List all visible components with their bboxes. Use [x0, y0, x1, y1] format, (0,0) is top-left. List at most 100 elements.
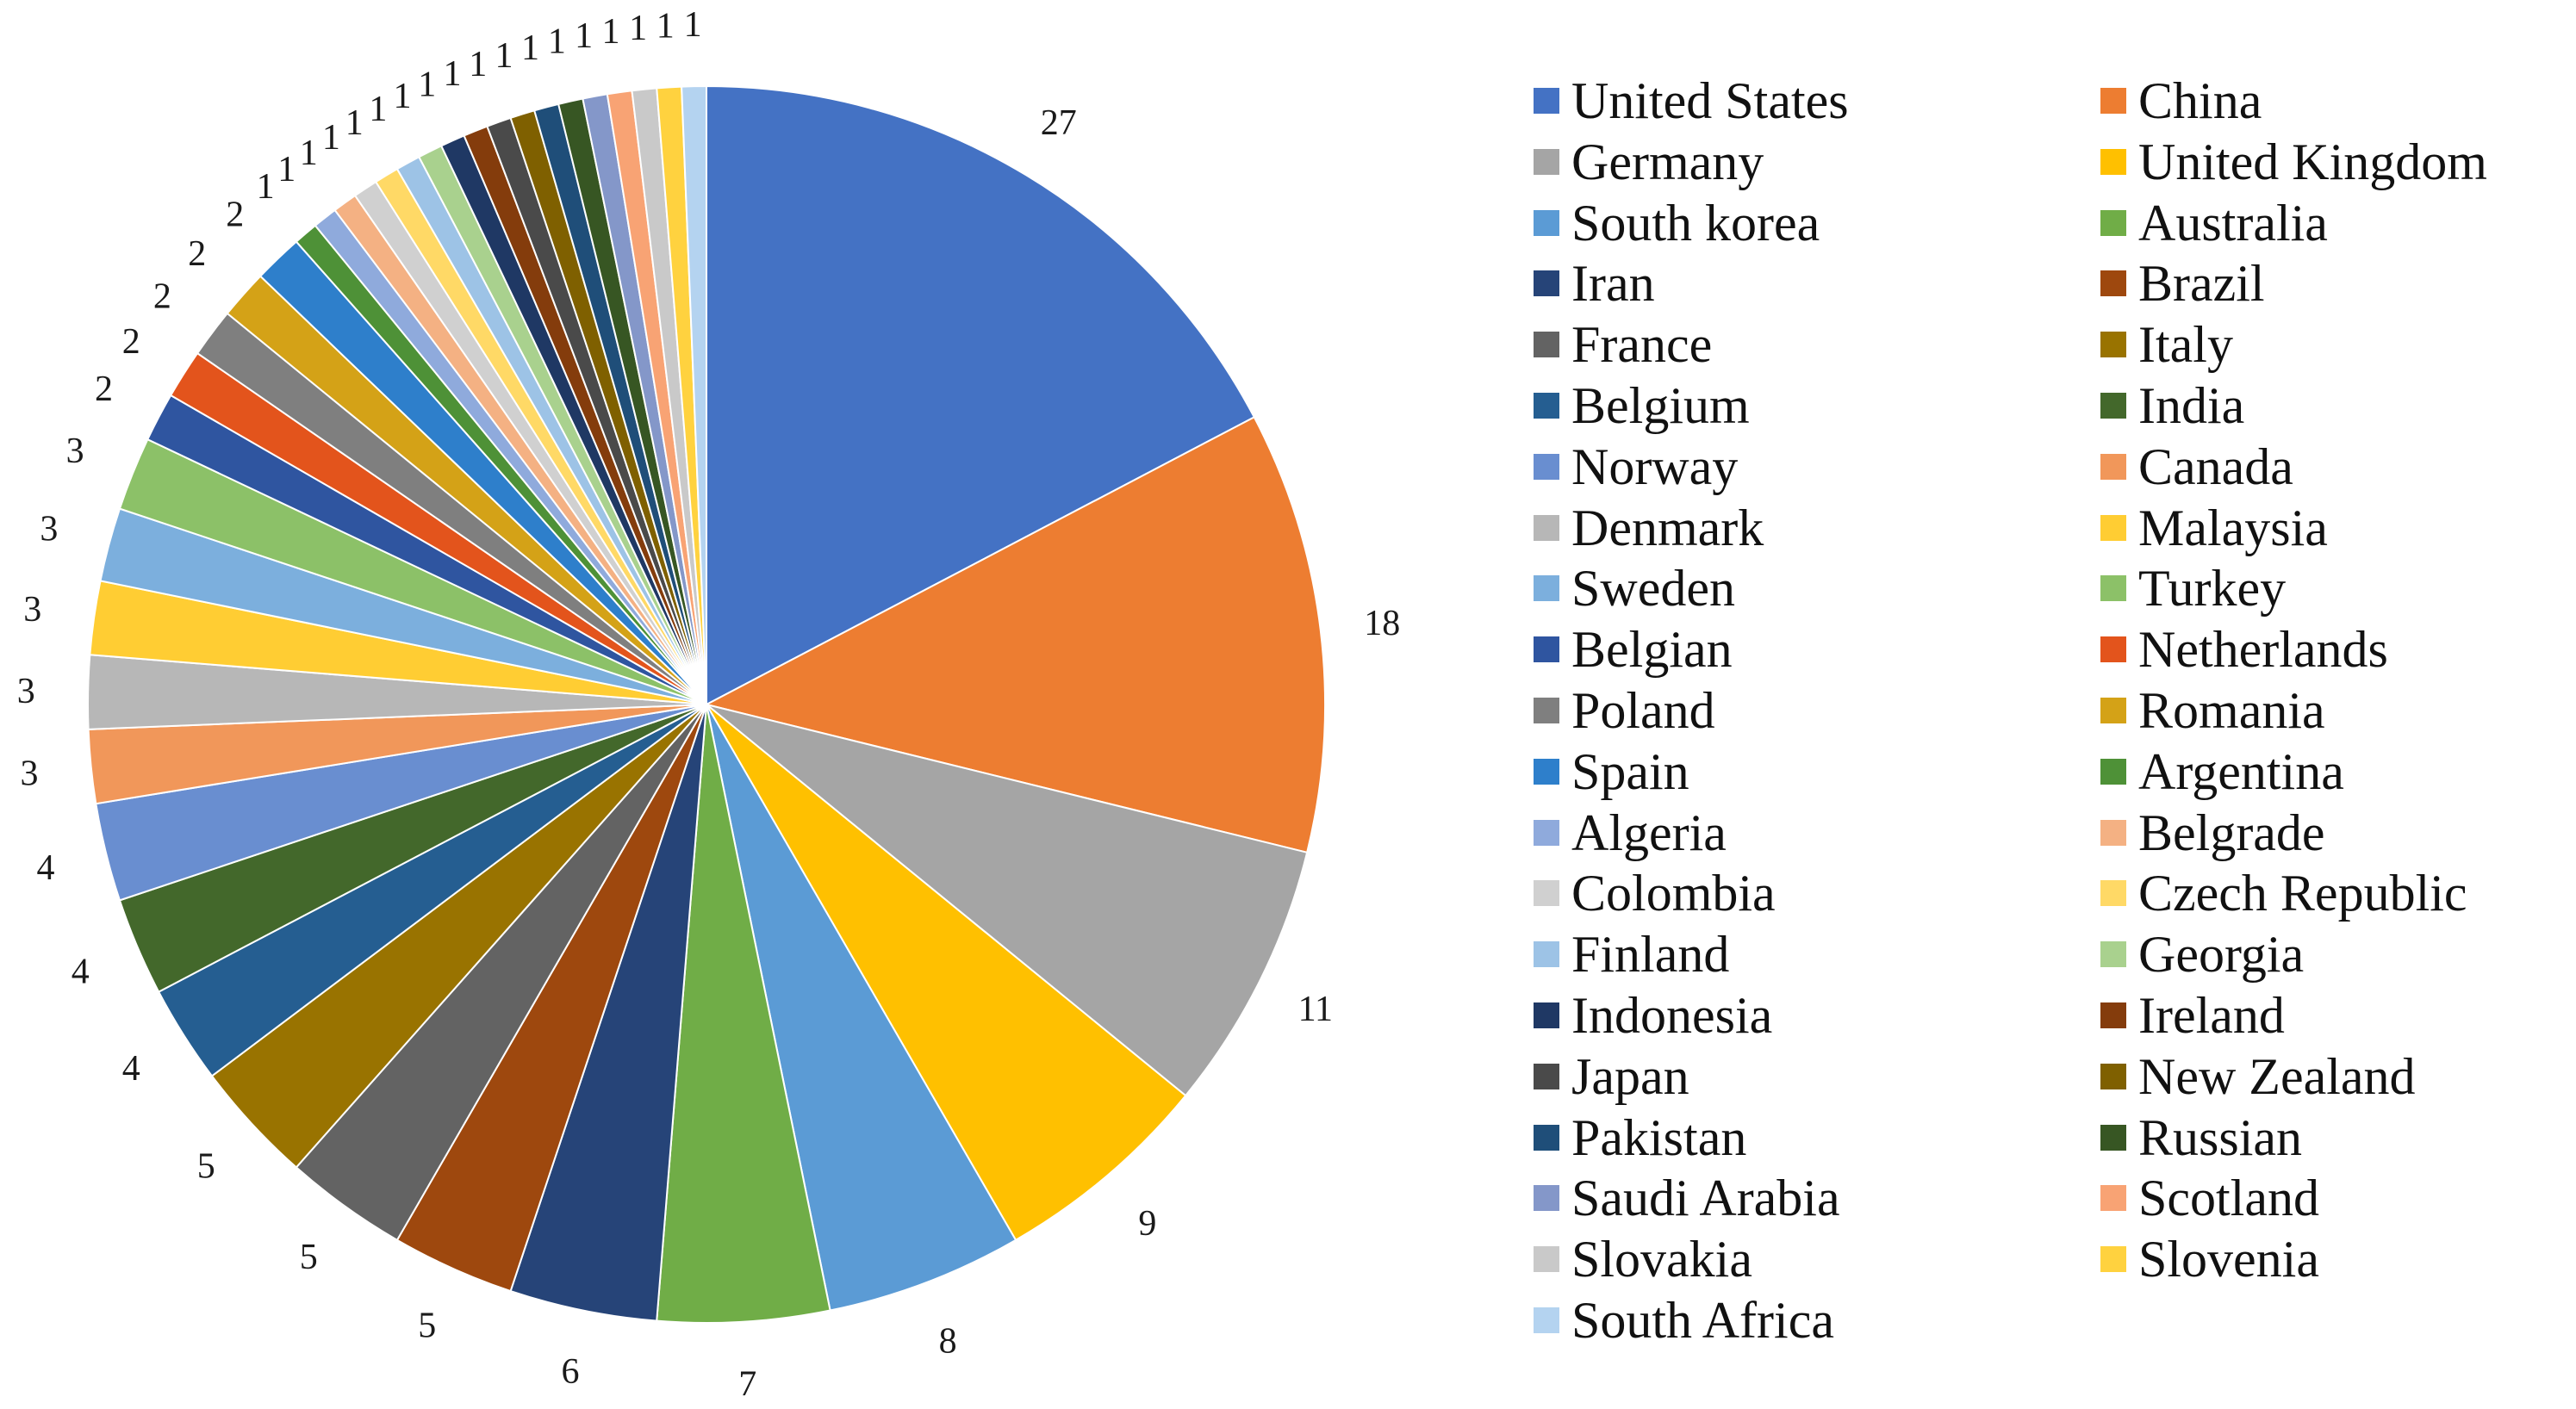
legend-swatch	[2100, 758, 2126, 785]
legend-swatch	[2100, 453, 2126, 480]
data-label-united-kingdom: 9	[1138, 1204, 1156, 1244]
legend-item-sweden: Sweden	[1534, 558, 1735, 618]
legend-label: Norway	[1571, 438, 1739, 495]
legend-item-south-korea: South korea	[1534, 193, 1820, 253]
legend-item-brazil: Brazil	[2100, 253, 2265, 313]
data-label-iran: 6	[562, 1352, 580, 1392]
pie-slice-united-kingdom	[706, 704, 1187, 1242]
data-label-china: 18	[1364, 604, 1400, 643]
data-label-italy: 5	[197, 1147, 215, 1187]
legend-label: India	[2138, 377, 2245, 434]
data-label-belgium: 4	[122, 1049, 140, 1089]
legend-label: Australia	[2138, 194, 2328, 251]
data-label-france: 5	[300, 1238, 318, 1277]
legend-swatch	[1534, 636, 1559, 663]
legend-label: Japan	[1571, 1047, 1689, 1105]
legend-swatch	[2100, 880, 2126, 907]
legend-label: Canada	[2138, 438, 2293, 495]
data-label-ireland: 1	[444, 54, 462, 94]
legend-item-algeria: Algeria	[1534, 803, 1727, 863]
legend-label: Turkey	[2138, 560, 2287, 618]
legend-swatch	[1534, 1246, 1559, 1273]
legend-swatch	[1534, 1002, 1559, 1028]
data-label-india: 4	[72, 953, 90, 992]
pie-slice-australia	[656, 704, 831, 1324]
legend-item-italy: Italy	[2100, 314, 2233, 375]
legend-label: United Kingdom	[2138, 133, 2487, 190]
legend-label: Romania	[2138, 682, 2325, 739]
legend-item-netherlands: Netherlands	[2100, 619, 2388, 680]
legend-label: Italy	[2138, 316, 2233, 374]
legend-item-united-kingdom: United Kingdom	[2100, 132, 2487, 192]
legend-item-scotland: Scotland	[2100, 1168, 2319, 1228]
data-label-poland: 2	[153, 276, 171, 316]
legend-label: Czech Republic	[2138, 865, 2467, 922]
legend-item-slovakia: Slovakia	[1534, 1229, 1752, 1289]
legend-item-saudi-arabia: Saudi Arabia	[1534, 1168, 1840, 1228]
legend-item-turkey: Turkey	[2100, 558, 2286, 618]
data-label-belgian: 2	[95, 369, 113, 409]
legend-swatch	[1534, 148, 1559, 175]
legend-label: France	[1571, 316, 1713, 374]
legend-item-germany: Germany	[1534, 132, 1764, 192]
legend-label: Finland	[1571, 926, 1730, 984]
legend-label: Slovakia	[1571, 1231, 1752, 1288]
legend-swatch	[1534, 1063, 1559, 1089]
legend-item-south-africa: South Africa	[1534, 1290, 1834, 1350]
legend-swatch	[1534, 88, 1559, 114]
legend-item-france: France	[1534, 314, 1712, 375]
legend-swatch	[2100, 1002, 2126, 1028]
legend-item-poland: Poland	[1534, 680, 1715, 741]
pie-slice-united-states	[706, 84, 1256, 706]
legend-swatch	[1534, 1307, 1559, 1333]
legend-swatch	[1534, 1124, 1559, 1151]
pie-slice-south-korea	[706, 704, 1017, 1312]
legend-swatch	[1534, 819, 1559, 846]
legend-item-new-zealand: New Zealand	[2100, 1046, 2416, 1107]
legend-label: Pakistan	[1571, 1108, 1747, 1166]
data-label-south-korea: 8	[939, 1322, 957, 1362]
data-label-pakistan: 1	[521, 28, 539, 68]
legend-label: Colombia	[1571, 865, 1776, 922]
pie-slice-china	[704, 415, 1327, 854]
legend-swatch	[2100, 819, 2126, 846]
data-label-slovakia: 1	[629, 9, 647, 48]
data-label-south-africa: 1	[684, 5, 702, 45]
legend-label: Saudi Arabia	[1571, 1170, 1840, 1227]
legend-label: Slovenia	[2138, 1231, 2319, 1288]
data-label-malaysia: 3	[23, 590, 41, 630]
legend-label: Denmark	[1571, 499, 1764, 556]
legend-swatch	[2100, 1185, 2126, 1212]
legend-item-indonesia: Indonesia	[1534, 985, 1772, 1046]
legend-label: Algeria	[1571, 804, 1727, 861]
data-label-argentina: 1	[257, 167, 275, 207]
legend-swatch	[2100, 88, 2126, 114]
data-label-denmark: 3	[17, 672, 35, 711]
legend-label: Belgrade	[2138, 804, 2325, 861]
legend-item-czech-republic: Czech Republic	[2100, 863, 2467, 923]
pie-slice-south-africa	[681, 84, 707, 705]
legend-swatch	[2100, 148, 2126, 175]
legend-swatch	[1534, 941, 1559, 968]
legend-label: Poland	[1571, 682, 1715, 739]
legend-label: Spain	[1571, 742, 1689, 800]
legend-label: New Zealand	[2138, 1047, 2416, 1105]
legend-item-romania: Romania	[2100, 680, 2325, 741]
legend-swatch	[2100, 209, 2126, 236]
legend-swatch	[1534, 758, 1559, 785]
data-label-colombia: 1	[322, 118, 340, 158]
legend-item-georgia: Georgia	[2100, 924, 2304, 984]
legend-label: Iran	[1571, 255, 1655, 313]
legend-label: Scotland	[2138, 1170, 2319, 1227]
data-label-netherlands: 2	[122, 322, 140, 362]
legend-item-canada: Canada	[2100, 437, 2293, 497]
legend-label: Georgia	[2138, 926, 2305, 984]
data-label-turkey: 3	[66, 431, 84, 471]
legend-label: South Africa	[1571, 1292, 1834, 1349]
legend-swatch	[2100, 1246, 2126, 1273]
legend-label: South korea	[1571, 194, 1820, 251]
legend-swatch	[1534, 575, 1559, 602]
data-label-georgia: 1	[394, 77, 412, 116]
legend-item-finland: Finland	[1534, 924, 1729, 984]
